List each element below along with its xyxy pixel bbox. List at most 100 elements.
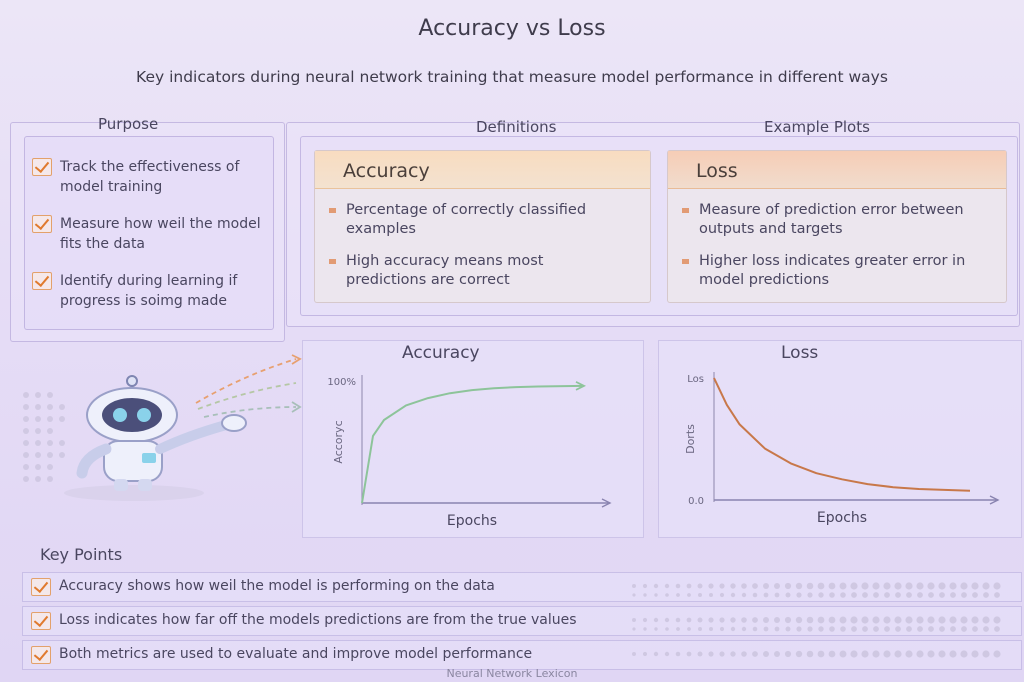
decorative-dot: [883, 650, 891, 658]
decorative-dot: [741, 651, 747, 657]
decorative-dot: [872, 616, 880, 624]
purpose-item: Measure how weil the model fits the data: [32, 214, 272, 254]
decorative-dot: [763, 592, 769, 598]
checkbox-checked-icon: [32, 158, 52, 176]
loss-card-header: Loss: [668, 151, 1006, 189]
decorative-dot: [916, 582, 924, 590]
checkbox-checked-icon: [32, 215, 52, 233]
decorative-dot: [774, 651, 780, 657]
loss-card-title: Loss: [696, 160, 738, 182]
decorative-dot: [675, 617, 681, 623]
decorative-dot: [817, 650, 825, 658]
bullet-icon: [682, 208, 689, 213]
decorative-dot: [665, 593, 669, 597]
key-points-heading: Key Points: [40, 545, 123, 564]
series-arrow-icon: [575, 381, 587, 391]
decorative-dot: [632, 593, 636, 597]
accuracy-line-chart: Epochs Accoryc 100%: [327, 375, 612, 529]
decorative-dot: [939, 592, 945, 598]
loss-chart-panel: [658, 340, 1022, 538]
decorative-dots: [23, 392, 65, 482]
y-tick-label: 0.0: [688, 496, 704, 507]
decorative-dot: [664, 583, 670, 589]
decorative-dot: [708, 583, 714, 589]
decorative-dot: [905, 650, 913, 658]
decorative-dot: [972, 592, 978, 598]
decorative-dot: [927, 616, 935, 624]
checkbox-checked-icon: [32, 272, 52, 290]
accuracy-card-title: Accuracy: [343, 160, 430, 182]
decorative-dot: [752, 626, 758, 632]
decorative-dot: [653, 583, 659, 589]
decorative-dot: [949, 650, 957, 658]
decorative-dot: [851, 592, 857, 598]
key-point-text: Accuracy shows how weil the model is per…: [59, 578, 495, 594]
decorative-dot: [708, 617, 714, 623]
decorative-dot: [643, 627, 647, 631]
decorative-dot: [839, 650, 847, 658]
x-axis-arrow-icon: [601, 498, 612, 508]
decorative-dot: [905, 582, 913, 590]
decorative-dot: [883, 582, 891, 590]
decorative-dot: [938, 582, 946, 590]
decorative-dot: [993, 582, 1001, 590]
decorative-dot: [719, 626, 725, 632]
decorative-dot: [939, 626, 945, 632]
decorative-dot: [994, 592, 1000, 598]
key-point-text: Both metrics are used to evaluate and im…: [59, 646, 533, 662]
decorative-dot: [654, 593, 658, 597]
decorative-dot: [950, 592, 956, 598]
decorative-dot: [960, 650, 968, 658]
decorative-dot: [664, 617, 670, 623]
page-title: Accuracy vs Loss: [418, 16, 606, 41]
decorative-dot: [818, 592, 824, 598]
decorative-dot: [972, 626, 978, 632]
decorative-dot: [994, 626, 1000, 632]
decorative-dot: [763, 626, 769, 632]
decorative-dot: [806, 582, 814, 590]
x-axis-arrow-icon: [989, 495, 1000, 505]
decorative-dot: [730, 583, 736, 589]
robot-illustration: [23, 354, 302, 501]
decorative-dot: [949, 616, 957, 624]
loss-chart-title: Loss: [781, 343, 819, 363]
accuracy-bullet-text: High accuracy means most predictions are…: [346, 253, 544, 288]
decorative-dots: [632, 582, 1001, 658]
decorative-dot: [664, 651, 670, 657]
purpose-item-text: Identify during learning if progress is …: [60, 273, 238, 309]
decorative-dot: [730, 626, 736, 632]
x-axis-label: Epochs: [447, 513, 497, 529]
decorative-dot: [807, 626, 813, 632]
decorative-dot: [752, 583, 758, 589]
decorative-dot: [763, 651, 769, 657]
decorative-dot: [850, 616, 858, 624]
decorative-dot: [961, 592, 967, 598]
decorative-dot: [719, 651, 725, 657]
decorative-dot: [982, 650, 990, 658]
decorative-dot: [686, 617, 692, 623]
key-point-row: Loss indicates how far off the models pr…: [22, 606, 1022, 636]
decorative-dot: [960, 582, 968, 590]
decorative-dot: [730, 592, 736, 598]
loss-bullet-text: Higher loss indicates greater error in m…: [699, 253, 966, 288]
decorative-dot: [752, 651, 758, 657]
decorative-dot: [774, 583, 780, 589]
decorative-dot: [752, 617, 758, 623]
decorative-dot: [632, 618, 636, 622]
decorative-dot: [632, 652, 636, 656]
decorative-dot: [806, 616, 814, 624]
decorative-dot: [927, 650, 935, 658]
decorative-dot: [741, 583, 747, 589]
decorative-dot: [828, 650, 836, 658]
decorative-dot: [829, 626, 835, 632]
decorative-dot: [632, 584, 636, 588]
y-axis-label: Dorts: [684, 424, 697, 454]
decorative-dot: [632, 627, 636, 631]
decorative-dot: [895, 592, 901, 598]
decorative-dot: [784, 582, 792, 590]
series-line: [713, 377, 971, 492]
decorative-dot: [971, 616, 979, 624]
decorative-dot: [697, 617, 703, 623]
key-point-text: Loss indicates how far off the models pr…: [59, 612, 577, 628]
decorative-dot: [653, 651, 659, 657]
